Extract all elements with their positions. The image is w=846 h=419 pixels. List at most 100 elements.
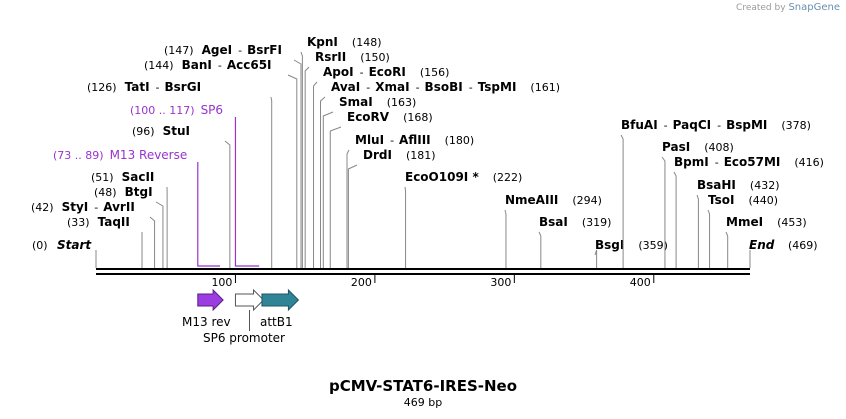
site-position-drdi: (181) (406, 149, 436, 162)
snapgene-credit: Created by SnapGene (736, 2, 840, 13)
site-position-tati: (126) (87, 81, 117, 94)
site-position-avai: (161) (530, 81, 560, 94)
ruler-label-300: 300 (490, 276, 511, 289)
enzyme-bfuai-0: BfuAI (621, 118, 658, 132)
site-dash: - (238, 44, 242, 57)
enzyme-agei-1: BsrFI (247, 43, 282, 57)
cut-line-tati (270, 96, 273, 268)
cut-line-bfuai (620, 134, 624, 268)
cut-line-bsai (538, 231, 542, 268)
primer-mark-m13-reverse (197, 162, 221, 267)
site-position-nmeaiii: (294) (572, 194, 602, 207)
enzyme-drdi-0: DrdI (363, 148, 392, 162)
site-position-bpmi: (416) (794, 156, 824, 169)
cut-line-bani (287, 74, 298, 268)
cut-line-avai (320, 96, 326, 268)
feature-arrow-attb1 (261, 288, 300, 312)
site-position-bsai: (319) (582, 216, 612, 229)
enzyme-tati-1: BsrGI (165, 80, 202, 94)
enzyme-bpmi-1: Eco57MI (724, 155, 781, 169)
enzyme-btgi-0: BtgI (125, 185, 153, 199)
site-position-btgi: (48) (94, 186, 117, 199)
enzyme-ecorv-0: EcoRV (347, 110, 390, 124)
enzyme-bpmi-0: BpmI (674, 155, 709, 169)
site-position-bsgi: (359) (638, 239, 668, 252)
snapgene-logo: SnapGene (788, 2, 840, 13)
site-position-stui: (96) (132, 125, 155, 138)
site-position-mlui: (180) (445, 134, 475, 147)
cut-line-eco0109i (404, 186, 407, 268)
cut-line-bsahi (696, 194, 699, 268)
site-position-sacii: (51) (91, 171, 114, 184)
cut-line-ecorv (329, 126, 342, 268)
cut-line-styi (149, 216, 156, 268)
enzyme-avai-1: XmaI (375, 80, 409, 94)
enzyme-bsahi-0: BsaHI (697, 178, 736, 192)
enzyme-avai-3: TspMI (478, 80, 517, 94)
enzyme-mmei-0: MmeI (726, 215, 763, 229)
feature-label-m13-rev: M13 rev (182, 315, 231, 329)
enzyme-mlui-0: MluI (355, 133, 384, 147)
enzyme-avai-0: AvaI (331, 80, 360, 94)
feature-arrow-m13-rev (197, 288, 224, 312)
enzyme-bani-0: BanI (182, 58, 212, 72)
enzyme-bfuai-1: PaqCI (673, 118, 711, 132)
plasmid-length: 469 bp (403, 396, 443, 409)
site-position-kpni: (148) (352, 36, 382, 49)
cut-line-apoi (313, 81, 318, 268)
enzyme-sacii-0: SacII (122, 170, 155, 184)
cut-line-mmei (725, 231, 729, 268)
enzyme-tati-0: TatI (125, 80, 150, 94)
site-position-agei: (147) (164, 44, 194, 57)
ruler-label-400: 400 (630, 276, 651, 289)
site-dash: - (715, 156, 719, 169)
enzyme-apoi-0: ApoI (323, 65, 354, 79)
site-dash: - (664, 119, 668, 132)
enzyme-avai-2: BsoBI (425, 80, 463, 94)
enzyme-rsrii-0: RsrII (315, 50, 346, 64)
cut-line-tsoi (707, 209, 711, 268)
site-position-taqii: (33) (67, 216, 90, 229)
site-dash: - (390, 134, 394, 147)
cut-line-stui (224, 140, 231, 268)
site-position-smai: (163) (387, 96, 417, 109)
site-position-styi: (42) (31, 201, 54, 214)
site-position-bsahi: (432) (750, 179, 780, 192)
start-position: (0) (32, 239, 48, 252)
site-dash: - (469, 81, 473, 94)
enzyme-bsai-0: BsaI (539, 215, 568, 229)
feature-label-sp6-promoter: SP6 promoter (203, 331, 285, 345)
enzyme-pasi-0: PasI (662, 140, 690, 154)
cut-line-smai (322, 111, 334, 268)
primer-range-sp6: (100 .. 117) (130, 104, 195, 117)
site-position-bani: (144) (144, 59, 174, 72)
site-dash: - (360, 66, 364, 79)
feature-label-attb1: attB1 (260, 315, 293, 329)
primer-range-m13-reverse: (73 .. 89) (53, 149, 104, 162)
cut-line-pasi (661, 156, 666, 268)
enzyme-taqii-0: TaqII (98, 215, 130, 229)
ruler-label-200: 200 (351, 276, 372, 289)
plasmid-title: pCMV-STAT6-IRES-Neo (328, 377, 518, 395)
feature-arrow-sp6-promoter (234, 288, 265, 312)
site-position-rsrii: (150) (360, 51, 390, 64)
enzyme-stui-0: StuI (163, 124, 190, 138)
cut-line-agei (293, 59, 302, 268)
cut-line-btgi (155, 201, 164, 268)
site-dash: - (218, 59, 222, 72)
enzyme-kpni-0: KpnI (307, 35, 338, 49)
enzyme-bani-1: Acc65I (227, 58, 272, 72)
primer-label-m13-reverse: M13 Reverse (110, 148, 188, 162)
site-dash: - (717, 119, 721, 132)
site-dash: - (156, 81, 160, 94)
primer-mark-sp6 (234, 117, 260, 267)
enzyme-agei-0: AgeI (202, 43, 232, 57)
primer-label-sp6: SP6 (201, 103, 224, 117)
enzyme-bsgi-0: BsgI (595, 238, 624, 252)
cut-line-nmeaiii (504, 209, 507, 268)
end-label: End (749, 238, 775, 252)
enzyme-nmeaiii-0: NmeAIII (505, 193, 558, 207)
credit-prefix: Created by (736, 3, 786, 13)
start-label: Start (57, 238, 92, 252)
